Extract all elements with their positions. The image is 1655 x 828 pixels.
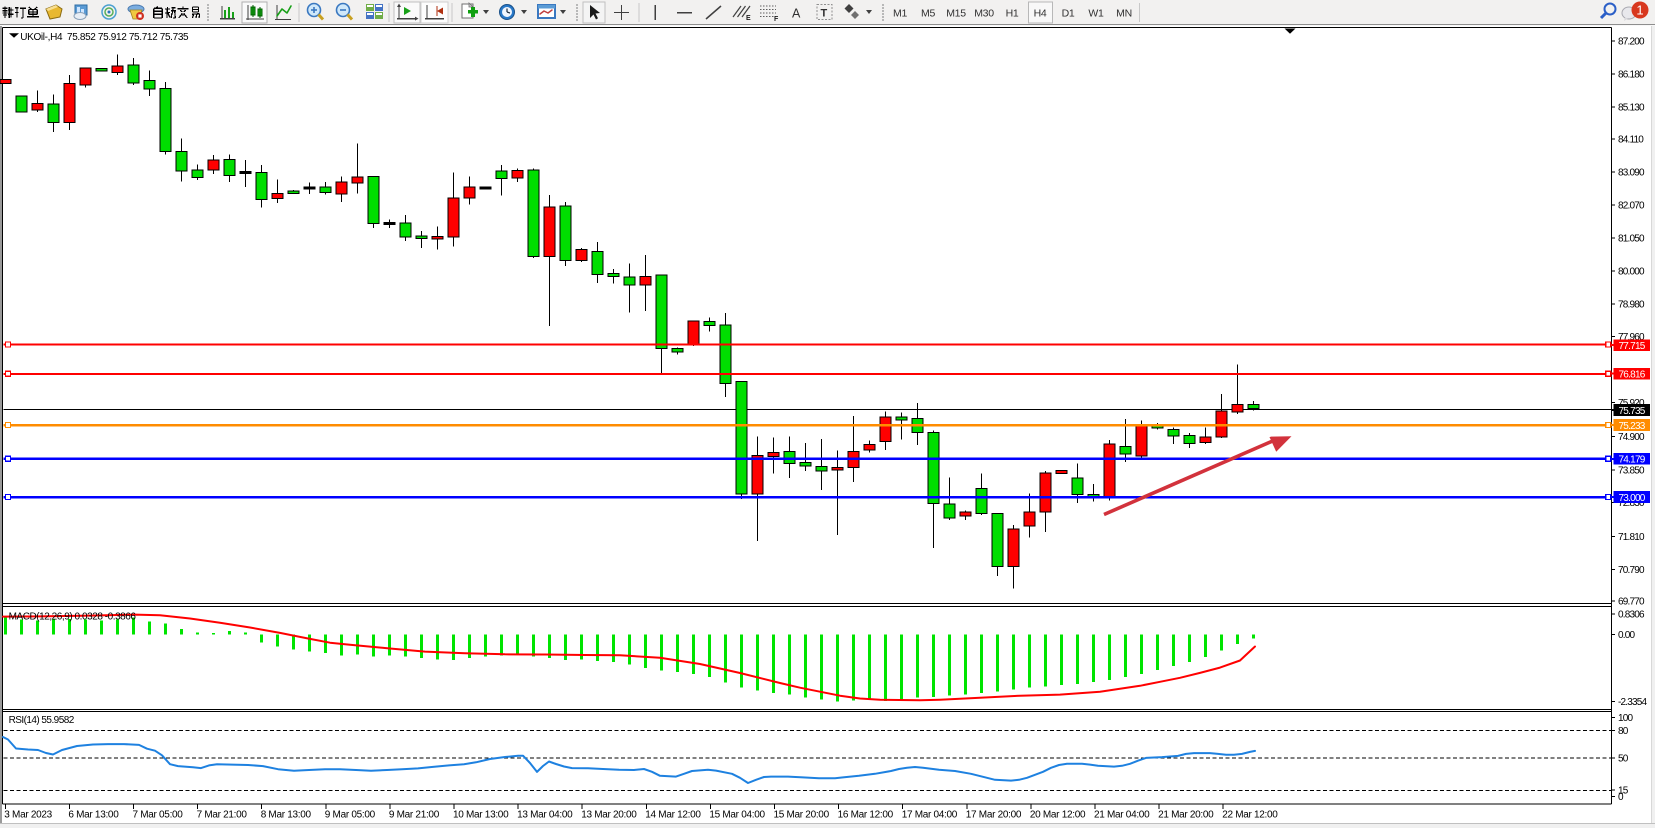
svg-text:10 Mar 13:00: 10 Mar 13:00	[453, 810, 509, 821]
svg-text:73.000: 73.000	[1619, 493, 1646, 504]
svg-text:7 Mar 05:00: 7 Mar 05:00	[133, 810, 184, 821]
svg-text:9 Mar 05:00: 9 Mar 05:00	[325, 810, 376, 821]
svg-text:84.110: 84.110	[1618, 135, 1644, 146]
svg-text:100: 100	[1618, 713, 1634, 724]
svg-text:15 Mar 04:00: 15 Mar 04:00	[709, 810, 765, 821]
svg-text:14 Mar 12:00: 14 Mar 12:00	[645, 810, 701, 821]
svg-text:83.090: 83.090	[1618, 168, 1645, 179]
svg-text:9 Mar 21:00: 9 Mar 21:00	[389, 810, 440, 821]
svg-text:UKOil-,H4 75.852 75.912 75.71: UKOil-,H4 75.852 75.912 75.712 75.735	[20, 32, 189, 43]
svg-text:MN: MN	[1116, 8, 1132, 20]
svg-text:71.810: 71.810	[1618, 532, 1645, 543]
svg-text:3 Mar 2023: 3 Mar 2023	[4, 810, 52, 821]
svg-text:F: F	[774, 16, 779, 23]
svg-text:22 Mar 12:00: 22 Mar 12:00	[1222, 810, 1278, 821]
svg-text:M15: M15	[946, 8, 966, 20]
svg-text:80: 80	[1618, 726, 1629, 737]
svg-text:77.715: 77.715	[1619, 341, 1646, 352]
svg-text:13 Mar 04:00: 13 Mar 04:00	[517, 810, 573, 821]
svg-text:72.830: 72.830	[1618, 498, 1645, 509]
svg-text:15 Mar 20:00: 15 Mar 20:00	[774, 810, 830, 821]
svg-text:15: 15	[1618, 786, 1629, 797]
svg-text:81.050: 81.050	[1618, 234, 1645, 245]
svg-text:0: 0	[1618, 792, 1624, 803]
svg-text:74.900: 74.900	[1618, 432, 1645, 443]
svg-text:T: T	[821, 8, 828, 20]
svg-text:6 Mar 13:00: 6 Mar 13:00	[68, 810, 119, 821]
svg-text:W1: W1	[1088, 8, 1104, 20]
svg-text:M1: M1	[893, 8, 907, 20]
svg-text:M5: M5	[921, 8, 935, 20]
svg-text:75.920: 75.920	[1618, 398, 1645, 409]
svg-text:-2.3354: -2.3354	[1618, 697, 1648, 708]
svg-text:21 Mar 20:00: 21 Mar 20:00	[1158, 810, 1214, 821]
svg-text:78.980: 78.980	[1618, 300, 1645, 311]
svg-text:MACD(12,26,9) 0.0328 -0.3866: MACD(12,26,9) 0.0328 -0.3866	[9, 612, 137, 623]
svg-text:17 Mar 20:00: 17 Mar 20:00	[966, 810, 1022, 821]
svg-text:21 Mar 04:00: 21 Mar 04:00	[1094, 810, 1150, 821]
svg-text:82.070: 82.070	[1618, 201, 1645, 212]
svg-text:13 Mar 20:00: 13 Mar 20:00	[581, 810, 637, 821]
svg-text:75.735: 75.735	[1619, 406, 1646, 417]
svg-text:0.00: 0.00	[1618, 630, 1636, 641]
svg-text:7 Mar 21:00: 7 Mar 21:00	[197, 810, 248, 821]
svg-text:H1: H1	[1006, 8, 1019, 20]
svg-text:86.180: 86.180	[1618, 70, 1645, 81]
svg-text:80.000: 80.000	[1618, 267, 1645, 278]
svg-text:E: E	[746, 15, 751, 22]
svg-text:D1: D1	[1062, 8, 1075, 20]
svg-text:20 Mar 12:00: 20 Mar 12:00	[1030, 810, 1086, 821]
svg-text:0.8306: 0.8306	[1618, 610, 1645, 621]
svg-text:69.770: 69.770	[1618, 597, 1645, 608]
svg-text:77.960: 77.960	[1618, 332, 1645, 343]
svg-text:M30: M30	[974, 8, 994, 20]
svg-text:A: A	[792, 7, 801, 21]
svg-text:74.179: 74.179	[1619, 455, 1646, 466]
svg-text:8 Mar 13:00: 8 Mar 13:00	[261, 810, 312, 821]
svg-text:70.790: 70.790	[1618, 565, 1645, 576]
svg-text:H4: H4	[1034, 8, 1047, 20]
svg-text:75.233: 75.233	[1619, 421, 1646, 432]
svg-text:76.816: 76.816	[1619, 369, 1646, 380]
svg-text:RSI(14) 55.9582: RSI(14) 55.9582	[9, 715, 75, 726]
svg-text:73.850: 73.850	[1618, 466, 1645, 477]
svg-text:17 Mar 04:00: 17 Mar 04:00	[902, 810, 958, 821]
svg-text:1: 1	[1636, 3, 1643, 18]
svg-text:85.130: 85.130	[1618, 103, 1645, 114]
svg-text:50: 50	[1618, 754, 1629, 765]
svg-text:87.200: 87.200	[1618, 37, 1645, 48]
svg-text:16 Mar 12:00: 16 Mar 12:00	[838, 810, 894, 821]
